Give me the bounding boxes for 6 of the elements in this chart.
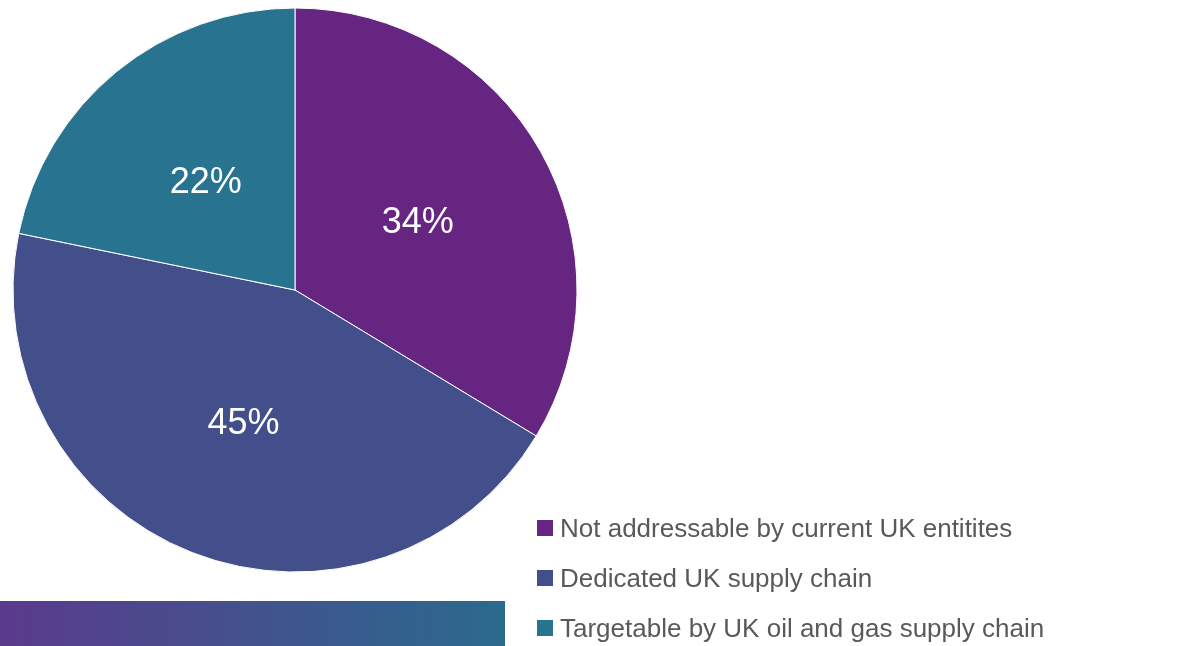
- legend-label: Not addressable by current UK entitites: [560, 513, 1013, 543]
- data-label: 22%: [169, 160, 242, 202]
- legend-label: Targetable by UK oil and gas supply chain: [560, 613, 1045, 643]
- legend-label: Dedicated UK supply chain: [560, 563, 873, 593]
- data-label: 45%: [207, 400, 280, 442]
- data-label: 34%: [381, 200, 454, 242]
